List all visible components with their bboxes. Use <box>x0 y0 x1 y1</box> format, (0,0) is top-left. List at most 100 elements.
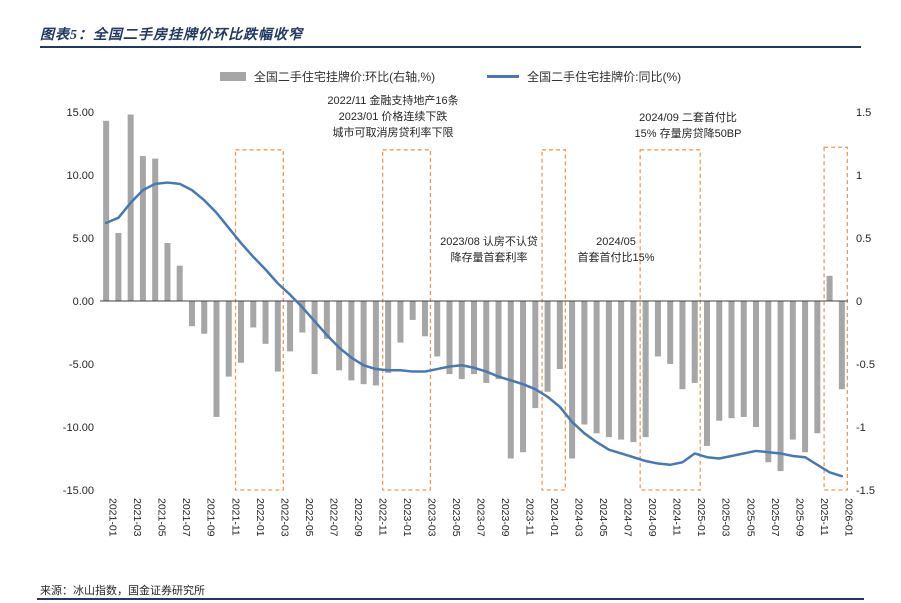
bar-mom <box>434 301 441 357</box>
x-axis-tick-label: 2023-03 <box>425 498 437 537</box>
x-axis-tick-label: 2022-09 <box>352 498 364 537</box>
x-axis-tick-label: 2024-05 <box>597 498 609 537</box>
bar-mom <box>311 301 318 375</box>
bar-mom <box>483 301 490 383</box>
legend-item-yoy: 全国二手住宅挂牌价:同比(%) <box>487 68 681 85</box>
bar-mom <box>740 301 747 417</box>
bar-mom <box>789 301 796 440</box>
bar-mom <box>691 301 698 383</box>
bar-mom <box>728 301 735 419</box>
x-axis-tick-label: 2025-05 <box>744 498 756 537</box>
policy-highlight-box <box>234 149 284 491</box>
bar-mom <box>385 301 392 373</box>
bar-mom <box>581 301 588 425</box>
bar-mom <box>201 301 208 334</box>
left-axis-tick-label: 0.00 <box>73 296 94 308</box>
x-axis-tick-label: 2024-03 <box>573 498 585 537</box>
bar-mom <box>716 301 723 421</box>
bar-mom <box>642 301 649 438</box>
bar-mom <box>409 301 416 320</box>
x-axis-tick-label: 2021-05 <box>156 498 168 537</box>
bar-mom <box>262 301 269 344</box>
bar-series-swatch <box>219 72 246 81</box>
bar-mom <box>164 243 171 301</box>
chart-legend: 全国二手住宅挂牌价:环比(右轴,%) 全国二手住宅挂牌价:同比(%) <box>0 68 901 85</box>
x-axis-tick-label: 2021-07 <box>180 498 192 537</box>
bar-mom <box>225 301 232 377</box>
x-axis-tick-label: 2023-11 <box>524 498 536 536</box>
bar-mom <box>605 301 612 438</box>
bar-mom <box>703 301 710 446</box>
bar-mom <box>152 158 159 301</box>
title-divider <box>40 46 861 48</box>
x-axis-tick-label: 2025-09 <box>793 498 805 537</box>
left-axis-tick-label: -15.00 <box>63 485 94 497</box>
x-axis-tick-label: 2022-03 <box>278 498 290 537</box>
bar-mom <box>139 156 146 301</box>
annotation-line: 2023/08 认房不认贷 <box>440 236 538 248</box>
bar-mom <box>372 301 379 386</box>
bar-mom <box>176 265 183 301</box>
bar-mom <box>397 301 404 343</box>
annotation-line: 城市可取消房贷利率下限 <box>332 127 454 139</box>
line-yoy <box>104 181 844 478</box>
bar-mom <box>495 301 502 380</box>
bar-mom <box>618 301 625 440</box>
footer-divider <box>37 598 864 600</box>
bar-mom <box>544 301 551 392</box>
annotation-policy-2024-05: 2024/05 首套首付比15% <box>556 234 676 266</box>
legend-label-mom: 全国二手住宅挂牌价:环比(右轴,%) <box>253 70 436 84</box>
right-axis-tick-label: 1 <box>856 170 862 182</box>
bar-mom <box>299 301 306 333</box>
bar-mom <box>348 301 355 381</box>
x-axis-tick-label: 2022-05 <box>303 498 315 537</box>
policy-highlight-box <box>823 146 849 491</box>
bar-mom <box>814 301 821 434</box>
x-axis-tick-label: 2025-07 <box>769 498 781 537</box>
left-axis-tick-label: -5.00 <box>69 359 94 371</box>
x-axis-tick-label: 2021-01 <box>107 498 119 537</box>
annotation-line: 2024/09 二套首付比 <box>639 112 737 124</box>
x-axis-tick-label: 2025-01 <box>695 498 707 537</box>
right-axis-tick-label: -1 <box>856 422 866 434</box>
policy-highlight-box <box>639 149 701 491</box>
annotation-policy-2023-08: 2023/08 认房不认贷 降存量首套利率 <box>404 234 574 266</box>
x-axis-tick-label: 2024-09 <box>646 498 658 537</box>
bar-mom <box>250 301 257 328</box>
bar-mom <box>274 301 281 372</box>
annotation-line: 15% 存量房贷降50BP <box>634 128 742 140</box>
bar-mom <box>593 301 600 434</box>
x-axis-tick-label: 2023-01 <box>401 498 413 537</box>
bar-mom <box>213 301 220 417</box>
x-axis-tick-label: 2023-05 <box>450 498 462 537</box>
annotation-line: 首套首付比15% <box>577 252 655 264</box>
policy-highlight-box <box>382 149 432 491</box>
x-axis-tick-label: 2024-11 <box>671 498 683 536</box>
legend-item-mom: 全国二手住宅挂牌价:环比(右轴,%) <box>219 68 436 85</box>
annotation-policy-2022-11: 2022/11 金融支持地产16条 2023/01 价格连续下跌 城市可取消房贷… <box>303 93 483 141</box>
bar-mom <box>520 301 527 453</box>
x-axis-tick-label: 2022-11 <box>376 498 388 536</box>
x-axis-tick-label: 2025-11 <box>818 498 830 536</box>
x-axis-tick-label: 2024-07 <box>622 498 634 537</box>
bar-mom <box>471 301 477 375</box>
annotation-line: 2023/01 价格连续下跌 <box>338 111 448 123</box>
annotation-policy-2024-09: 2024/09 二套首付比 15% 存量房贷降50BP <box>597 110 779 142</box>
x-axis-tick-label: 2023-09 <box>499 498 511 537</box>
right-axis-tick-label: -1.5 <box>856 485 875 497</box>
left-axis-tick-label: 15.00 <box>66 107 94 119</box>
x-axis-tick-label: 2021-11 <box>229 498 241 536</box>
right-axis-tick-label: -0.5 <box>856 359 875 371</box>
left-axis-tick-label: 10.00 <box>66 170 94 182</box>
bar-mom <box>679 301 686 390</box>
bar-mom <box>127 114 134 302</box>
bar-mom <box>336 301 343 371</box>
left-axis-tick-label: -10.00 <box>63 422 94 434</box>
x-axis-tick-label: 2023-07 <box>475 498 487 537</box>
right-axis-tick-label: 1.5 <box>856 107 871 119</box>
bar-mom <box>323 301 330 339</box>
legend-label-yoy: 全国二手住宅挂牌价:同比(%) <box>527 70 682 84</box>
bar-mom <box>667 301 674 364</box>
bar-mom <box>103 120 110 301</box>
